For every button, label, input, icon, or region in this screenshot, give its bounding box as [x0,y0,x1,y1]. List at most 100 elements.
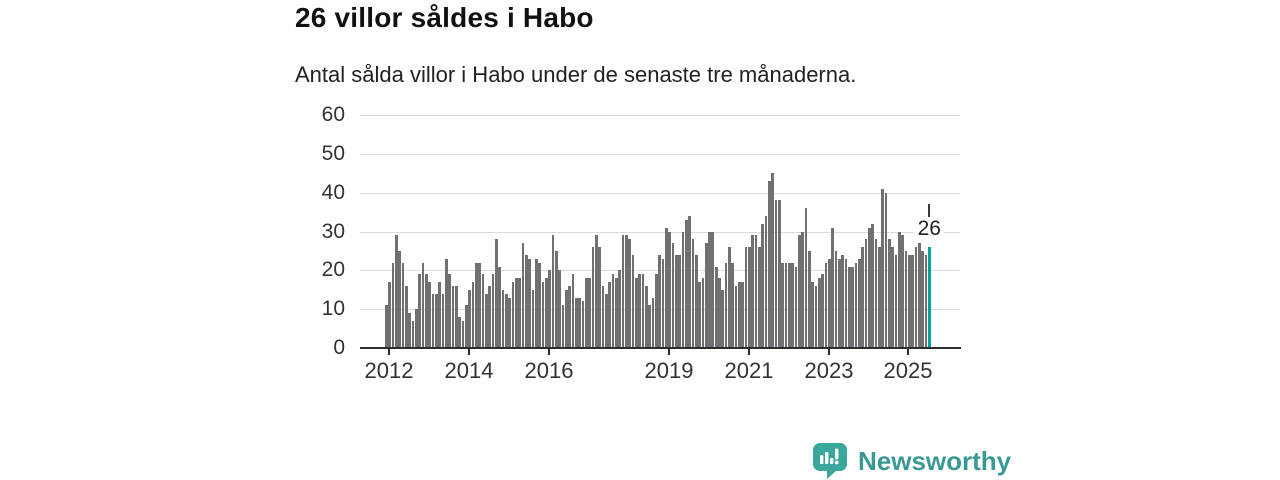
bar [907,254,911,348]
bar [488,285,492,348]
bar [578,297,581,348]
y-axis-tick-label: 50 [321,142,345,165]
y-axis-tick-label: 40 [321,181,345,204]
bar [848,266,851,348]
bar [541,282,545,348]
bar [608,282,611,348]
bar [897,231,901,348]
bar [661,258,665,348]
bar [401,262,405,348]
bar [508,297,512,348]
bar [914,247,918,348]
bar [445,258,448,348]
annotation-marker-line [928,204,931,217]
highlighted-bar [927,247,931,348]
y-axis-tick-label: 20 [321,258,345,281]
bar [538,262,542,348]
bar [768,181,771,348]
bar [648,305,651,348]
bar [631,254,635,348]
x-axis-line [360,347,961,349]
bar [564,289,568,348]
bar [498,266,502,348]
bar [731,262,735,348]
bar [814,285,818,348]
newsworthy-brand: Newsworthy [812,442,1011,479]
bar [838,258,841,348]
bar [551,235,555,348]
annotation-value-label: 26 [914,217,944,241]
bar [877,247,881,348]
bar [804,208,808,348]
bar [391,262,395,348]
bar [788,262,791,348]
bar [744,247,748,348]
bar [505,293,508,348]
x-axis-tick [828,349,830,355]
bar [544,278,548,348]
bar [844,258,848,348]
bar [734,285,738,348]
bar [658,254,661,348]
bar [861,247,865,348]
bar [831,227,835,348]
bar [911,254,914,348]
newsworthy-brand-name: Newsworthy [858,445,1012,476]
bar [438,282,442,348]
bar [598,247,601,348]
bar [478,262,482,348]
bar [561,305,565,348]
bar [441,293,445,348]
bar [455,285,458,348]
bar [668,231,671,348]
bar [811,282,815,348]
bar [854,262,858,348]
bar [791,262,795,348]
bar [621,235,625,348]
bar [588,278,591,348]
bar [784,262,788,348]
bar [818,278,821,348]
bar [475,262,478,348]
bar [405,285,408,348]
bar [604,293,608,348]
bar [671,243,675,348]
bar [704,243,708,348]
bar [421,262,425,348]
bar [495,239,498,348]
bar [721,289,725,348]
bar [824,262,828,348]
bar [491,274,495,348]
x-axis-tick-label: 2016 [524,358,574,383]
x-axis-tick [468,349,470,355]
bar [468,289,472,348]
gridline [360,115,960,116]
bar [738,282,741,348]
x-axis-tick-label: 2019 [644,358,694,383]
y-axis-tick-label: 60 [321,103,345,126]
bar [458,316,462,348]
bar [728,247,731,348]
bar [904,250,908,348]
bar [651,297,655,348]
bar [568,285,571,348]
bar [581,301,585,348]
bar [754,235,758,348]
bar [794,266,798,348]
bar [485,293,488,348]
bar [435,293,438,348]
bar [917,243,921,348]
bar [874,239,878,348]
chart-title: 26 villor såldes i Habo [295,2,594,33]
bar [664,227,668,348]
bar [548,270,551,348]
bar [428,282,432,348]
bar [558,270,561,348]
x-axis-tick [748,349,750,355]
bar [654,274,658,348]
bar [408,313,412,348]
bar [518,278,522,348]
x-axis-tick-label: 2021 [724,358,774,383]
bar [774,200,778,348]
